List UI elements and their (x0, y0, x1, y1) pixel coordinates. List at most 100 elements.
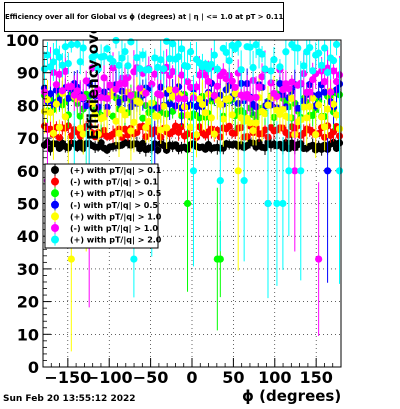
data-point (118, 54, 126, 62)
y-tick-label: 90 (17, 64, 39, 83)
data-point (166, 100, 174, 108)
data-point (61, 67, 69, 76)
data-point (76, 124, 84, 132)
data-point (264, 199, 272, 208)
data-point (112, 117, 120, 125)
data-point (225, 122, 233, 130)
data-point (130, 118, 138, 127)
data-point (130, 255, 138, 263)
data-point (52, 100, 61, 108)
data-point (136, 84, 144, 92)
data-point (225, 57, 233, 65)
legend: (+) with pT/|q| > 0.1 (-) with pT/|q| > 0… (44, 163, 162, 249)
data-point (58, 61, 66, 69)
data-point (207, 60, 215, 69)
x-tick-label: −150 (44, 368, 91, 387)
data-point (88, 100, 96, 108)
data-point (315, 101, 323, 109)
data-point (58, 87, 66, 95)
legend-label: (+) with pT/|q| > 0.1 (70, 166, 162, 175)
x-tick-label: −100 (86, 368, 133, 387)
data-point (148, 80, 156, 88)
data-point (252, 119, 260, 127)
data-point (291, 167, 299, 175)
data-point (225, 95, 233, 103)
data-point (294, 104, 302, 113)
data-point (249, 127, 257, 135)
data-point (321, 88, 329, 96)
data-point (195, 95, 204, 103)
data-point (318, 61, 326, 69)
data-point (321, 123, 329, 131)
data-point (246, 43, 254, 51)
data-point (43, 51, 52, 59)
y-tick-label: 30 (17, 260, 39, 279)
y-tick-label: 80 (17, 96, 39, 115)
data-point (201, 71, 210, 79)
data-point (195, 71, 204, 79)
x-tick-label: 150 (299, 368, 332, 387)
y-tick-label: 20 (17, 293, 39, 312)
legend-label: (-) with pT/|q| > 0.5 (70, 201, 158, 210)
data-point (121, 125, 129, 133)
data-point (67, 132, 75, 140)
data-point (234, 167, 242, 175)
data-point (103, 94, 111, 103)
data-point (186, 83, 195, 91)
data-point (124, 62, 132, 70)
data-point (306, 102, 314, 111)
data-point (189, 167, 198, 175)
data-point (237, 66, 245, 74)
data-point (121, 111, 129, 119)
data-point (166, 55, 174, 63)
data-point (157, 126, 165, 134)
data-point (309, 111, 317, 120)
data-point (97, 93, 105, 102)
data-point (258, 50, 266, 58)
data-point (136, 145, 144, 153)
data-point (76, 138, 84, 147)
data-point (261, 126, 269, 134)
data-point (127, 38, 135, 46)
legend-label: (+) with pT/|q| > 1.0 (70, 212, 162, 221)
data-point (106, 81, 114, 89)
data-point (261, 144, 269, 152)
data-point (309, 75, 317, 84)
x-tick-label: −50 (133, 368, 169, 387)
data-point (100, 52, 108, 60)
data-point (228, 111, 236, 119)
data-point (192, 131, 201, 139)
legend-box (44, 163, 159, 249)
data-point (273, 92, 281, 101)
data-point (315, 49, 323, 57)
y-axis-label: Efficiency over all (%) (84, 0, 102, 140)
data-point (222, 48, 230, 57)
data-point (258, 73, 266, 81)
data-point (79, 130, 87, 138)
data-point (82, 102, 90, 110)
data-point (219, 115, 227, 123)
data-point (270, 56, 278, 64)
data-point (329, 100, 338, 108)
data-point (127, 91, 135, 100)
data-point (67, 255, 75, 263)
x-tick-label: 0 (186, 368, 197, 387)
data-point (121, 47, 129, 56)
axes: 0 10 20 30 40 50 60 70 80 90 100 −150−100 −50 0 50 100 1… (6, 31, 342, 387)
data-point (297, 167, 305, 175)
data-point (154, 112, 162, 120)
data-point (76, 112, 84, 120)
legend-label: (-) with pT/|q| > 0.1 (70, 178, 158, 187)
data-point (133, 128, 141, 137)
data-point (204, 77, 212, 86)
data-point (177, 45, 186, 53)
data-point (312, 130, 320, 139)
data-point (309, 94, 317, 102)
data-point (49, 129, 58, 137)
data-point (335, 167, 344, 175)
data-point (172, 122, 180, 130)
data-point (282, 48, 290, 56)
data-point (276, 79, 284, 88)
data-point (136, 64, 144, 73)
data-point (329, 56, 338, 65)
